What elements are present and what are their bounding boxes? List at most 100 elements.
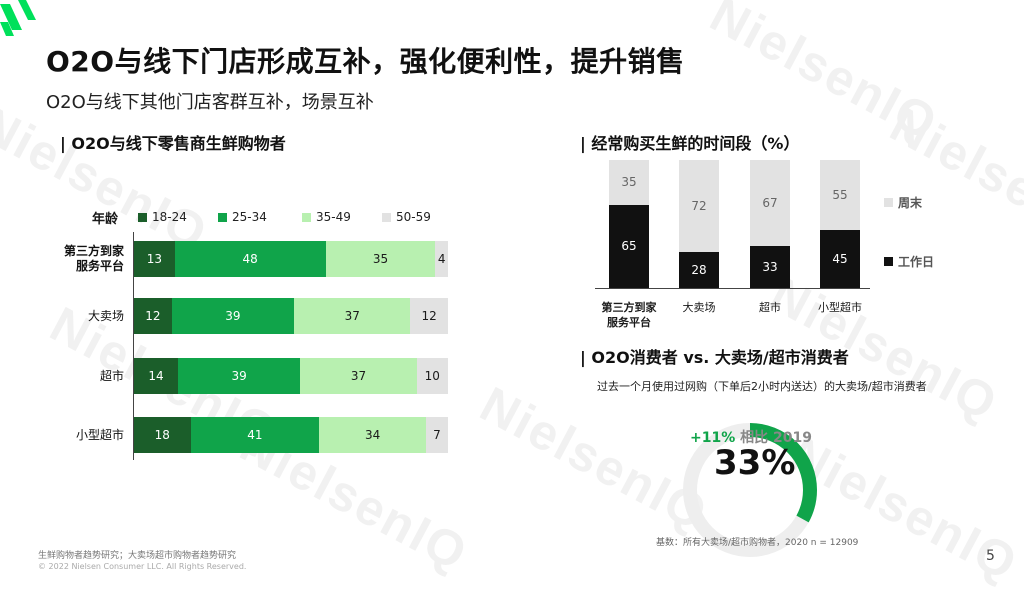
bar-segment-35-49: 34 <box>319 417 426 453</box>
legend-label: 35-49 <box>316 210 351 224</box>
donut-chart <box>683 423 817 557</box>
bar-value-label: 39 <box>225 309 241 323</box>
left-section-title: | O2O与线下零售商生鲜购物者 <box>60 134 286 153</box>
legend-swatch <box>302 212 311 222</box>
growth-value: +11% <box>690 430 736 446</box>
column-segment-weekday <box>820 230 860 288</box>
legend-label: 18-24 <box>152 210 187 224</box>
legend-weekend-swatch <box>884 198 893 207</box>
bar-segment-50-59: 7 <box>426 417 448 453</box>
bar-value-label: 35 <box>372 252 389 266</box>
legend-label: 50-59 <box>396 210 431 224</box>
bar-segment-18-24: 13 <box>134 241 175 277</box>
legend-swatch <box>138 212 147 222</box>
donut-value-arc <box>683 423 817 557</box>
column-category-label: 第三方到家 服务平台 <box>601 301 657 329</box>
bar-segment-50-59: 4 <box>435 241 448 277</box>
bar-segment-18-24: 14 <box>134 358 178 394</box>
column-segment-weekday <box>609 204 649 288</box>
consumer-section-title: | O2O消费者 vs. 大卖场/超市消费者 <box>580 348 849 367</box>
bar-value-label: 37 <box>350 369 367 383</box>
bar-segment-35-49: 37 <box>300 358 417 394</box>
legend-item-age-35-49: 35-49 <box>302 210 351 224</box>
left-chart-axis <box>133 232 134 460</box>
category-label: 大卖场 <box>87 308 124 323</box>
column-segment-weekend <box>750 160 790 246</box>
legend-weekend: 周末 <box>884 194 922 211</box>
legend-item-age-18-24: 18-24 <box>138 210 187 224</box>
legend-weekend-label: 周末 <box>898 196 923 210</box>
right-chart-baseline <box>595 288 870 289</box>
column-segment-weekend <box>820 160 860 231</box>
column-segment-weekend <box>609 160 649 205</box>
source-note: 生鲜购物者趋势研究；大卖场超市购物者趋势研究 <box>38 551 237 561</box>
growth-label: 相比 2019 <box>740 430 812 446</box>
column-value-weekday: 28 <box>691 263 707 278</box>
bar-value-label: 41 <box>247 428 263 442</box>
legend-item-age-25-34: 25-34 <box>218 210 267 224</box>
bar-value-label: 12 <box>145 309 161 323</box>
category-label: 小型超市 <box>75 427 124 442</box>
nielseniq-corner-logo <box>0 0 36 36</box>
category-label: 第三方到家 服务平台 <box>63 244 124 273</box>
legend-weekday: 工作日 <box>884 253 934 270</box>
bar-segment-25-34: 39 <box>177 358 301 394</box>
bar-value-label: 10 <box>424 369 440 383</box>
legend-weekday-swatch <box>884 257 893 266</box>
legend-swatch <box>218 212 227 222</box>
column-value-weekday: 33 <box>762 259 778 274</box>
column-value-weekend: 35 <box>621 175 637 190</box>
bar-value-label: 34 <box>364 428 381 442</box>
bar-value-label: 14 <box>148 369 164 383</box>
column-group <box>609 160 649 288</box>
watermark: NielsenIQ <box>881 95 1024 263</box>
column-category-label: 大卖场 <box>682 301 716 314</box>
watermark: NielsenIQ <box>0 95 218 263</box>
column-value-weekend: 55 <box>832 188 848 203</box>
page-number: 5 <box>986 548 995 564</box>
bar-segment-50-59: 12 <box>410 298 448 334</box>
column-group <box>750 160 790 288</box>
column-segment-weekday <box>679 252 719 288</box>
copyright: © 2022 Nielsen Consumer LLC. All Rights … <box>38 562 247 571</box>
column-group <box>820 160 860 288</box>
bar-segment-35-49: 37 <box>294 298 411 334</box>
column-segment-weekday <box>750 245 790 288</box>
consumer-description: 过去一个月使用过网购（下单后2小时内送达）的大卖场/超市消费者 <box>597 380 927 393</box>
bar-segment-25-34: 39 <box>171 298 295 334</box>
bar-value-label: 7 <box>433 428 441 442</box>
column-category-label: 超市 <box>759 301 781 314</box>
column-value-weekday: 45 <box>832 252 848 267</box>
growth-line: +11% 相比 2019 <box>690 427 812 447</box>
page-subtitle: O2O与线下其他门店客群互补，场景互补 <box>46 92 374 113</box>
column-category-label: 小型超市 <box>818 301 862 314</box>
column-segment-weekend <box>679 160 719 253</box>
right-section-title: | 经常购买生鲜的时间段（%） <box>580 134 800 153</box>
bar-value-label: 4 <box>437 252 446 266</box>
bar-segment-25-34: 48 <box>174 241 326 277</box>
bar-value-label: 13 <box>146 252 163 266</box>
bar-value-label: 39 <box>231 369 247 383</box>
bar-segment-18-24: 18 <box>134 417 191 453</box>
legend-item-age-50-59: 50-59 <box>382 210 431 224</box>
bar-value-label: 18 <box>154 428 170 442</box>
bar-segment-25-34: 41 <box>190 417 320 453</box>
category-label: 超市 <box>99 368 124 383</box>
column-group <box>679 160 719 288</box>
column-value-weekend: 67 <box>762 195 778 210</box>
legend-title: 年龄 <box>92 212 119 227</box>
column-value-weekday: 65 <box>621 239 637 254</box>
base-note: 基数：所有大卖场/超市购物者，2020 n = 12909 <box>656 538 859 548</box>
bar-segment-18-24: 12 <box>134 298 172 334</box>
big-value: 33% <box>714 443 796 483</box>
bar-segment-50-59: 10 <box>416 358 448 394</box>
legend-weekday-label: 工作日 <box>898 255 935 269</box>
legend-swatch <box>382 212 391 222</box>
column-value-weekend: 72 <box>691 199 707 214</box>
bar-segment-35-49: 35 <box>325 241 436 277</box>
bar-value-label: 12 <box>421 309 437 323</box>
legend-label: 25-34 <box>232 210 267 224</box>
bar-value-label: 48 <box>242 252 258 266</box>
bar-value-label: 37 <box>344 309 360 323</box>
page-title: O2O与线下门店形成互补，强化便利性，提升销售 <box>46 45 685 78</box>
